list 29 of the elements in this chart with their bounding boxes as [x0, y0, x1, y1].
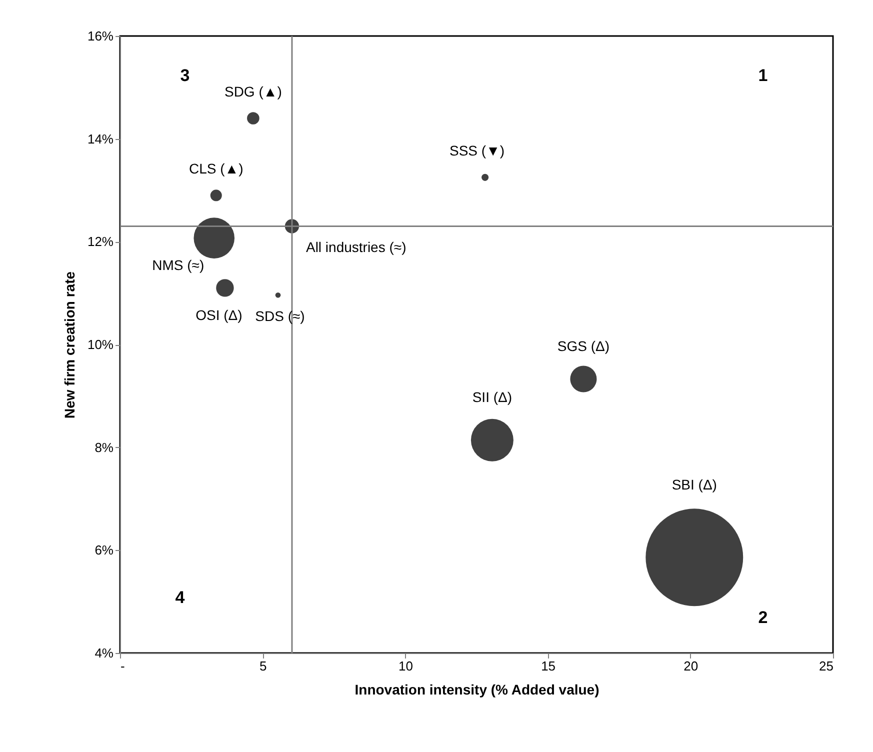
series-label: NMS (≈) [152, 257, 204, 274]
y-tick-label: 12% [87, 234, 114, 250]
x-tick-label: 10 [398, 658, 413, 674]
annotation: 3 [180, 66, 190, 85]
series-label: OSI (Δ) [196, 306, 242, 323]
series-label: SSS (▼) [450, 142, 505, 158]
series-label: SDG (▲) [224, 83, 282, 100]
x-tick-label: 25 [819, 658, 834, 674]
y-tick-label: 10% [87, 337, 114, 352]
x-axis-title: Innovation intensity (% Added value) [354, 682, 600, 698]
annotation: 4 [175, 588, 186, 607]
annotation: 2 [758, 608, 768, 627]
series-label: CLS (▲) [188, 160, 244, 176]
x-tick-label: 15 [541, 658, 556, 674]
series-label: SBI (Δ) [672, 476, 717, 492]
x-tick-label: - [120, 658, 125, 674]
series-label: SGS (Δ) [557, 338, 610, 354]
x-tick-label: 20 [684, 658, 698, 674]
series-label: SDS (≈) [255, 308, 305, 324]
annotation: 1 [758, 66, 768, 85]
y-tick-label: 16% [87, 28, 114, 44]
x-tick-label: 5 [259, 658, 267, 674]
series-label: SII (Δ) [472, 389, 512, 406]
series-label: All industries (≈) [306, 239, 406, 256]
y-tick-label: 14% [87, 131, 114, 146]
y-tick-label: 4% [94, 646, 114, 660]
y-axis-title: New firm creation rate [61, 271, 78, 419]
y-tick-label: 8% [94, 440, 114, 455]
y-tick-label: 6% [94, 542, 114, 558]
